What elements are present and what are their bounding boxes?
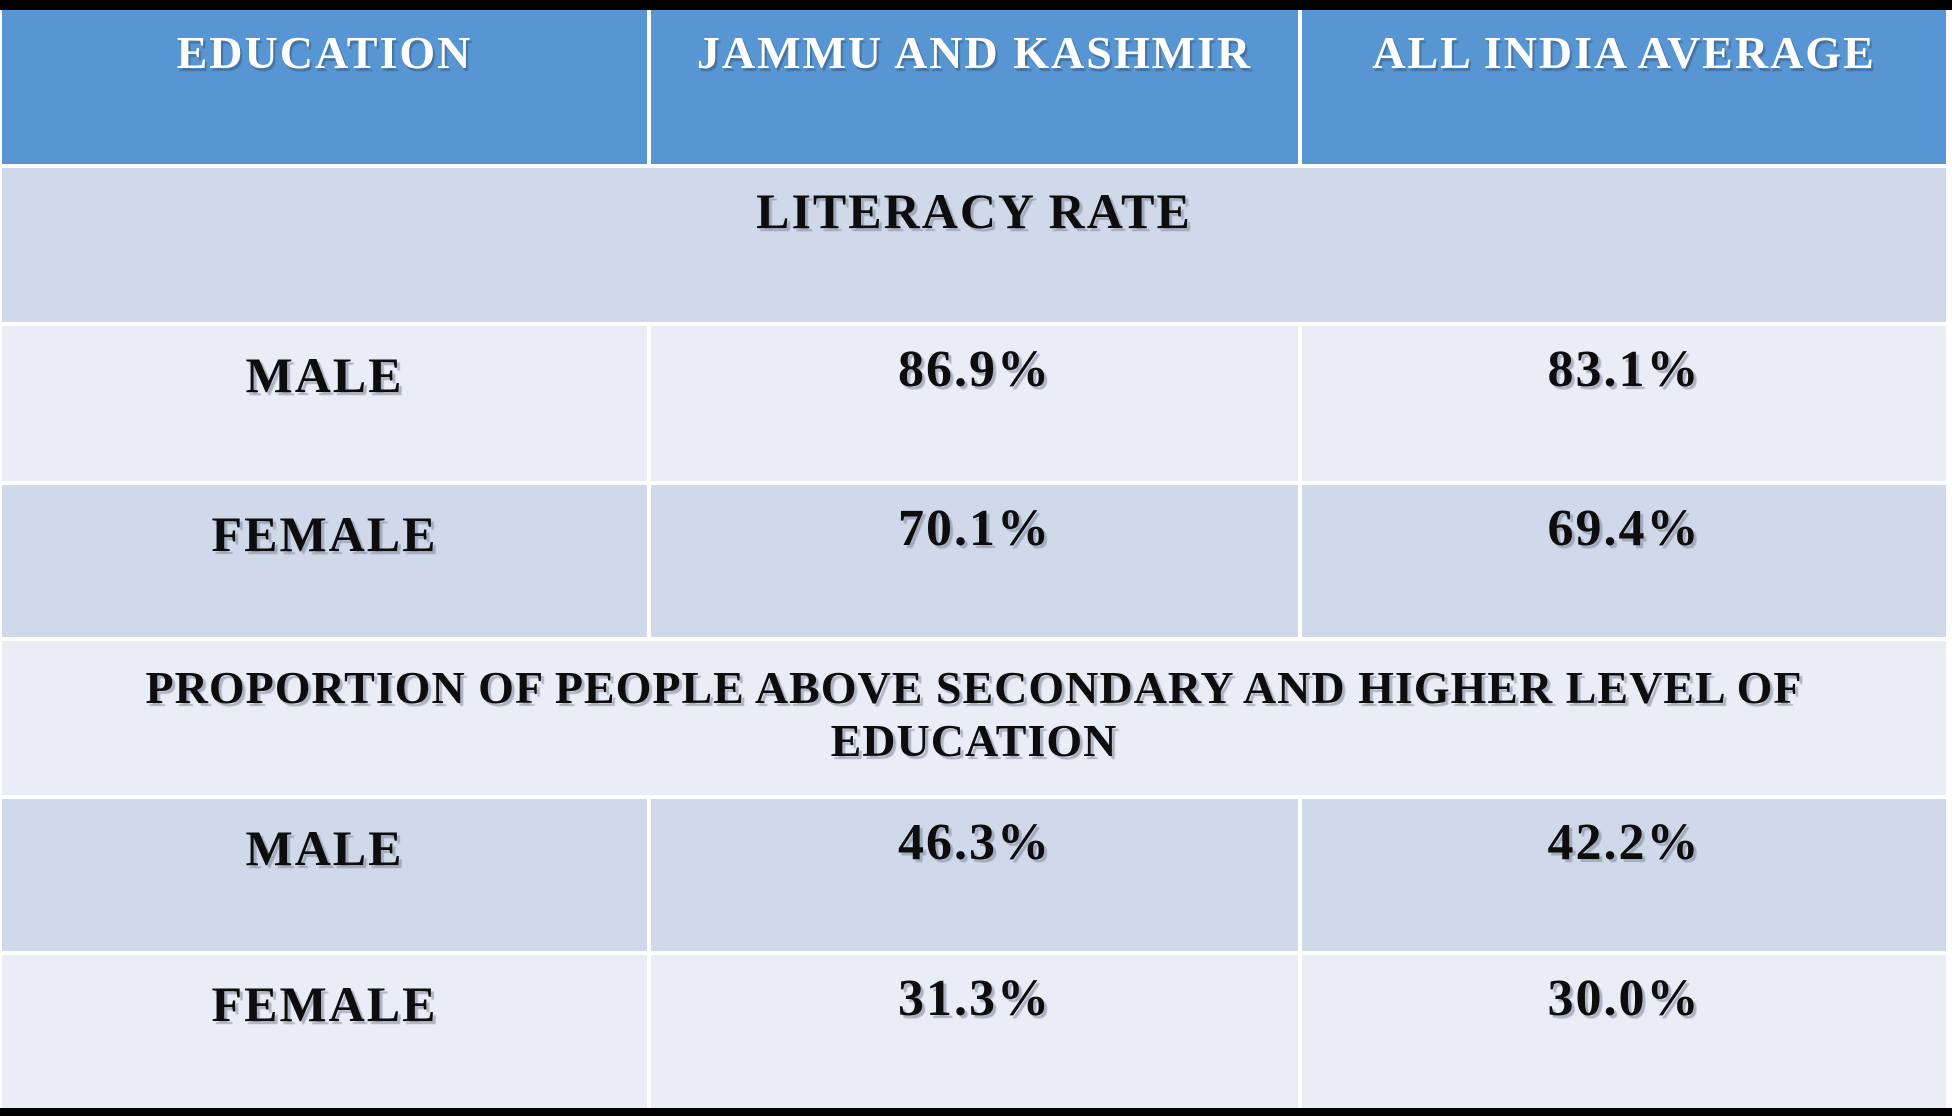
- column-header-education: EDUCATION: [2, 10, 647, 164]
- value-secondary-female-india-text: 30.0%: [1547, 970, 1701, 1027]
- row-label-secondary-male-text: MALE: [245, 820, 404, 876]
- row-label-literacy-female: FEMALE: [2, 485, 647, 637]
- value-literacy-male-india: 83.1%: [1302, 326, 1946, 481]
- value-literacy-male-india-text: 83.1%: [1547, 341, 1701, 398]
- column-header-all-india-average: ALL INDIA AVERAGE: [1302, 10, 1946, 164]
- row-label-literacy-male: MALE: [2, 326, 647, 481]
- value-secondary-male-jk-text: 46.3%: [898, 814, 1051, 871]
- row-label-literacy-male-text: MALE: [245, 347, 404, 403]
- value-literacy-male-jk: 86.9%: [651, 326, 1298, 481]
- column-header-all-india-average-label: ALL INDIA AVERAGE: [1372, 27, 1876, 78]
- section-header-secondary-education: PROPORTION OF PEOPLE ABOVE SECONDARY AND…: [2, 641, 1946, 795]
- value-literacy-female-india: 69.4%: [1302, 485, 1946, 637]
- value-secondary-male-india-text: 42.2%: [1547, 814, 1701, 871]
- value-literacy-female-jk: 70.1%: [651, 485, 1298, 637]
- value-literacy-female-india-text: 69.4%: [1547, 500, 1701, 557]
- value-secondary-female-india: 30.0%: [1302, 955, 1946, 1108]
- section-header-literacy-rate: LITERACY RATE: [2, 168, 1946, 322]
- row-label-secondary-female: FEMALE: [2, 955, 647, 1108]
- row-label-secondary-male: MALE: [2, 799, 647, 951]
- row-label-literacy-female-text: FEMALE: [211, 506, 438, 562]
- column-header-jammu-and-kashmir-label: JAMMU AND KASHMIR: [696, 27, 1253, 78]
- education-comparison-table: EDUCATION JAMMU AND KASHMIR ALL INDIA AV…: [0, 10, 1952, 1108]
- value-secondary-male-india: 42.2%: [1302, 799, 1946, 951]
- value-secondary-female-jk-text: 31.3%: [898, 970, 1051, 1027]
- value-literacy-male-jk-text: 86.9%: [898, 341, 1051, 398]
- row-label-secondary-female-text: FEMALE: [211, 976, 438, 1032]
- section-header-secondary-education-label: PROPORTION OF PEOPLE ABOVE SECONDARY AND…: [145, 662, 1803, 766]
- column-header-education-label: EDUCATION: [176, 27, 473, 78]
- column-header-jammu-and-kashmir: JAMMU AND KASHMIR: [651, 10, 1298, 164]
- section-header-literacy-rate-label: LITERACY RATE: [756, 183, 1192, 239]
- value-secondary-male-jk: 46.3%: [651, 799, 1298, 951]
- value-secondary-female-jk: 31.3%: [651, 955, 1298, 1108]
- value-literacy-female-jk-text: 70.1%: [898, 500, 1051, 557]
